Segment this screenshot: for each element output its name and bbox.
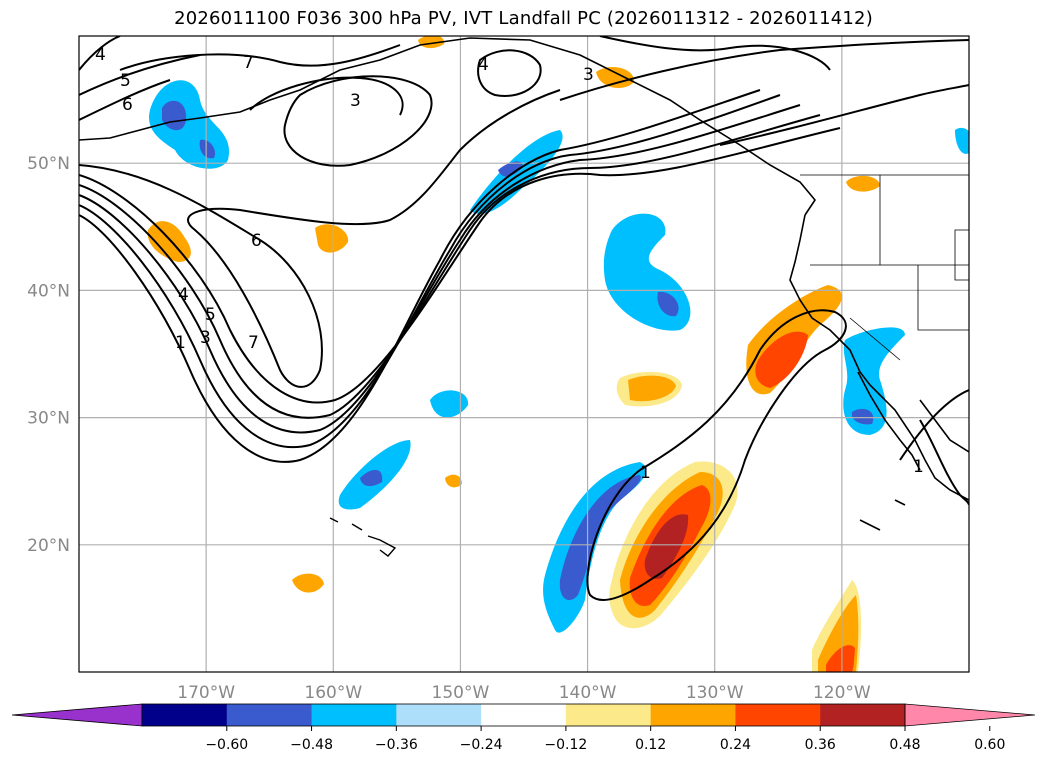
contour-label: 4	[95, 45, 106, 65]
pos-anomaly-blob	[445, 474, 462, 488]
coastline-baja	[857, 371, 921, 471]
colorbar-tick-label: −0.24	[460, 737, 503, 753]
pos-anomaly-core	[628, 375, 676, 402]
colorbar-bin	[226, 704, 313, 726]
contour-label: 7	[248, 333, 259, 353]
neg-anomaly-core	[657, 291, 679, 317]
contour-label: 7	[243, 53, 254, 73]
neg-anomaly-core	[360, 469, 383, 487]
pos-anomaly-blob	[846, 175, 880, 192]
neg-anomaly-blob	[955, 127, 969, 154]
pv-contour-5-north	[79, 54, 201, 96]
neg-anomaly-core	[559, 475, 641, 600]
colorbar-tick-label: 0.24	[720, 737, 751, 753]
map-content: 4 5 6 7 3 4 3 6 4 5 3 1 7 1 1	[79, 36, 969, 672]
pos-anomaly-blob	[596, 67, 635, 88]
colorbar-bin	[142, 704, 228, 726]
pv-contour-3-loop	[249, 76, 404, 116]
colorbar-bin	[481, 704, 567, 726]
contour-label: 3	[583, 65, 594, 85]
lon-tick-label: 120°W	[813, 683, 871, 703]
colorbar-tick-label: 0.60	[974, 737, 1005, 753]
lon-tick-label: 160°W	[304, 683, 362, 703]
contour-label: 1	[640, 463, 651, 483]
neg-anomaly-blob	[430, 390, 469, 418]
colorbar-bin	[820, 704, 906, 726]
coastline-west-us	[789, 214, 969, 501]
neg-anomaly-blob	[843, 327, 905, 435]
pv-contour-4-north	[79, 36, 121, 71]
ivt-landfall-contour	[586, 309, 847, 601]
map-frame	[78, 35, 970, 673]
lon-tick-label: 130°W	[686, 683, 744, 703]
lon-tick-label: 170°W	[177, 683, 235, 703]
colorbar-tick-label: 0.48	[889, 737, 920, 753]
colorbar-tick-label: −0.60	[205, 737, 248, 753]
lat-tick-label: 40°N	[27, 281, 70, 301]
pv-contour-upper-right	[559, 39, 969, 146]
pv-contour-4-closed	[477, 49, 542, 97]
pos-anomaly-blob	[292, 573, 324, 593]
pv-contour-mexico-2	[899, 389, 969, 461]
pos-anomaly-core	[644, 514, 689, 579]
pv-contour-3	[79, 94, 781, 449]
colorbar-bin	[396, 704, 482, 726]
colorbar-bin	[650, 704, 736, 726]
state-lines	[800, 174, 969, 361]
colorbar-tick-label: 0.36	[805, 737, 836, 753]
pv-contour-mexico	[919, 419, 969, 506]
colorbar-tick-label: 0.12	[635, 737, 666, 753]
contour-label: 5	[120, 71, 131, 91]
neg-anomaly-core	[498, 161, 523, 177]
contour-label: 6	[251, 231, 262, 251]
pv-contour-3-closed	[283, 75, 433, 167]
colorbar	[11, 703, 1036, 727]
hawaii	[329, 517, 397, 557]
colorbar-tick-label: −0.12	[544, 737, 587, 753]
lat-tick-label: 50°N	[27, 154, 70, 174]
colorbar-bin	[311, 704, 397, 726]
misc-coast	[859, 499, 906, 531]
pos-anomaly-core	[826, 645, 855, 672]
lon-tick-label: 140°W	[559, 683, 617, 703]
coastline-alaska	[79, 37, 816, 216]
neg-anomaly-core	[851, 408, 874, 425]
contour-labels: 4 5 6 7 3 4 3 6 4 5 3 1 7 1 1	[95, 45, 924, 483]
pv-contours	[79, 36, 969, 601]
colorbar-outline	[141, 703, 906, 727]
chart-title: 2026011100 F036 300 hPa PV, IVT Landfall…	[174, 8, 873, 29]
contour-label: 4	[178, 285, 189, 305]
contour-label: 3	[350, 91, 361, 111]
neg-anomaly-core	[199, 139, 216, 159]
contour-label: 3	[200, 328, 211, 348]
colorbar-tick-label: −0.36	[375, 737, 418, 753]
lon-tick-label: 150°W	[432, 683, 490, 703]
coastline	[79, 37, 969, 557]
pos-anomaly-blob	[315, 224, 349, 253]
lat-tick-label: 20°N	[27, 536, 70, 556]
contour-label: 5	[205, 305, 216, 325]
pv-contour-6	[79, 89, 561, 388]
contour-label: 6	[122, 95, 133, 115]
pv-contour-7	[79, 127, 841, 404]
colorbar-tick-label: −0.48	[290, 737, 333, 753]
lat-tick-label: 30°N	[27, 409, 70, 429]
lon-tick-labels: 170°W 160°W 150°W 140°W 130°W 120°W	[177, 683, 871, 703]
colorbar-extend-high	[904, 703, 1036, 727]
coastline-mexico	[919, 399, 969, 453]
pv-contour-6-north	[79, 79, 171, 121]
gridlines	[79, 36, 969, 672]
contour-label: 1	[175, 333, 186, 353]
pos-anomaly-core	[755, 331, 808, 388]
colorbar-extend-low	[11, 703, 143, 727]
lat-tick-labels: 20°N 30°N 40°N 50°N	[27, 154, 70, 556]
pv-contour-far-north	[599, 36, 831, 71]
colorbar-bin	[565, 704, 652, 726]
contour-label: 1	[913, 457, 924, 477]
contour-label: 4	[478, 55, 489, 75]
colorbar-tick-labels: −0.60 −0.48 −0.36 −0.24 −0.12 0.12 0.24 0.36 0.4…	[205, 726, 1005, 753]
colorbar-bin	[735, 704, 821, 726]
pv-contour-7-north	[119, 44, 401, 71]
